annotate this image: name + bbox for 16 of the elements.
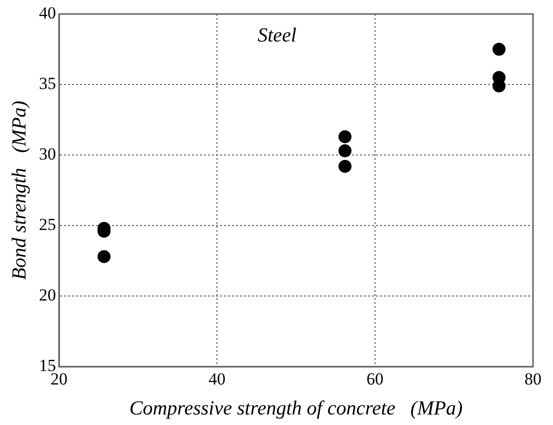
point (338, 130, 352, 144)
x-tick-label: 40 (208, 369, 226, 388)
point (98, 250, 111, 264)
x-tick-label: 80 (524, 369, 542, 388)
point (338, 144, 352, 158)
point (492, 42, 506, 56)
annotation: Steel (258, 24, 297, 46)
y-tick-label: 25 (39, 215, 56, 234)
x-axis-title: Compressive strength of concrete (MPa) (129, 397, 463, 420)
y-axis-title: Bond strength (MPa) (8, 100, 30, 280)
point (338, 160, 352, 173)
y-tick-label: 20 (39, 286, 56, 305)
x-tick-label: 60 (366, 369, 384, 388)
y-tick-label: 40 (39, 3, 56, 22)
y-tick-label: 30 (39, 144, 56, 164)
y-tick-label: 35 (39, 74, 56, 93)
